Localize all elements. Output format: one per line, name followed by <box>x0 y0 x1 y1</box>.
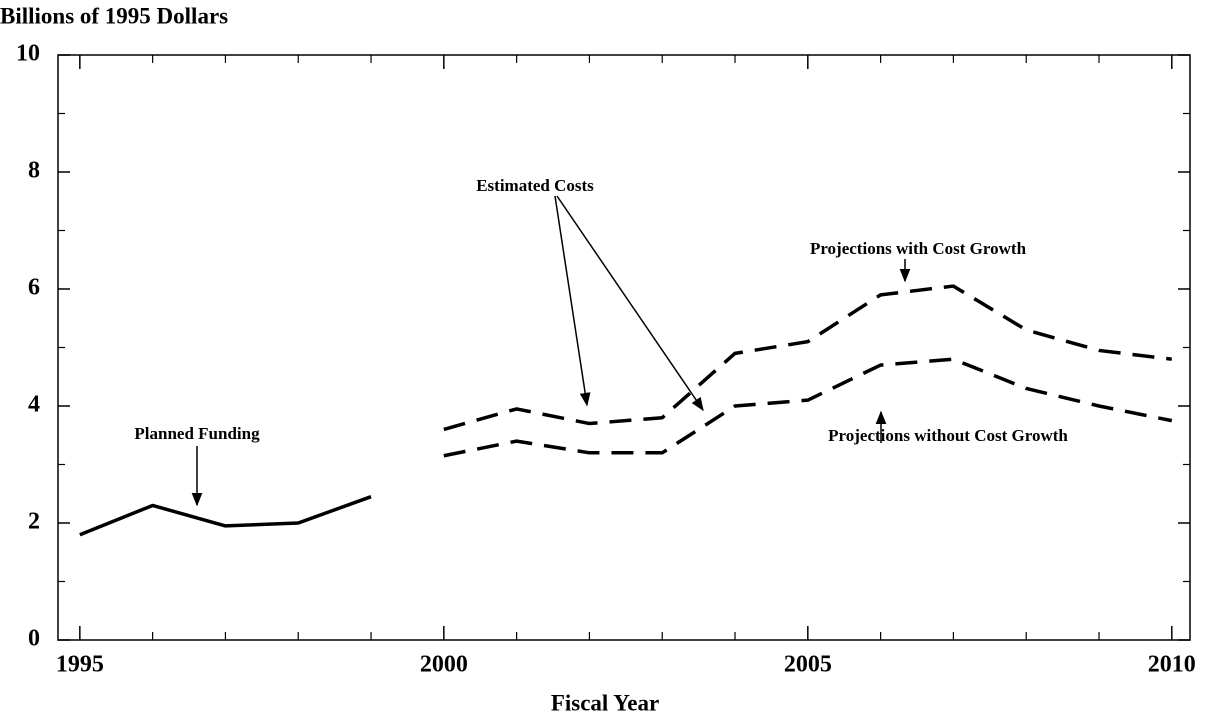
x-tick-label: 2010 <box>1148 652 1196 678</box>
annotation: Projections with Cost Growth <box>810 239 1027 258</box>
x-tick-label: 2000 <box>420 652 468 678</box>
annotation-arrow <box>556 195 704 412</box>
y-tick-label: 0 <box>28 626 40 652</box>
y-tick-label: 10 <box>16 41 40 67</box>
y-tick-label: 8 <box>28 158 40 184</box>
y-axis-title: Billions of 1995 Dollars <box>0 3 228 28</box>
x-axis-title: Fiscal Year <box>551 690 659 715</box>
series-line <box>443 357 1173 458</box>
annotation: Estimated Costs <box>476 176 594 195</box>
y-tick-label: 2 <box>28 509 40 535</box>
y-tick-label: 6 <box>28 275 40 301</box>
annotation: Projections without Cost Growth <box>828 426 1068 445</box>
series-line <box>443 284 1173 432</box>
x-tick-label: 1995 <box>56 652 104 678</box>
annotation-arrow <box>554 195 591 407</box>
y-tick-label: 4 <box>28 392 40 418</box>
annotation: Planned Funding <box>134 424 260 443</box>
plot-frame <box>57 54 1191 641</box>
series-line <box>79 495 372 537</box>
x-tick-label: 2005 <box>784 652 832 678</box>
